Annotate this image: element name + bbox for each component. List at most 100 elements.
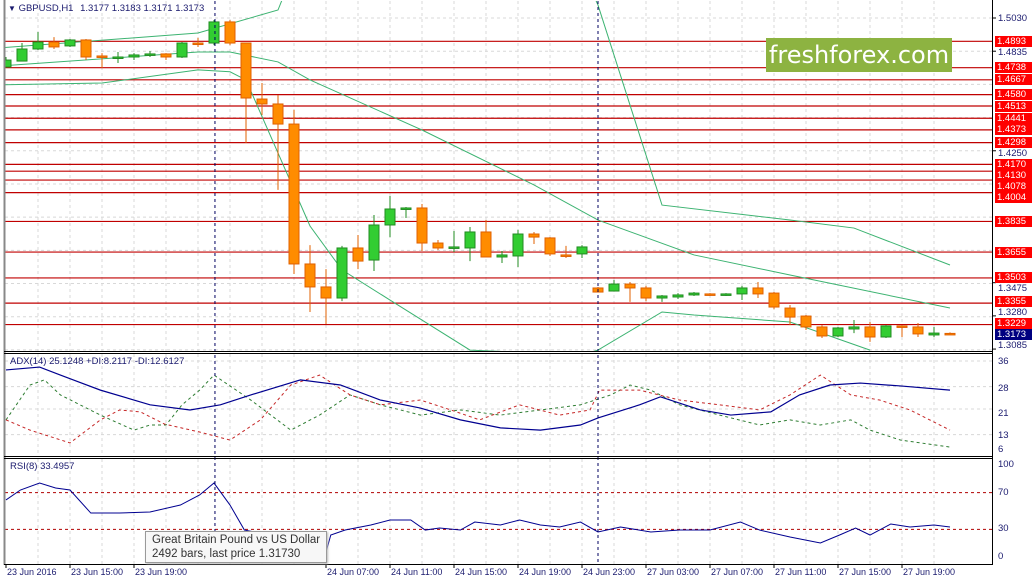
bearish-candle (624, 283, 636, 289)
bearish-candle (816, 326, 828, 337)
bearish-candle (96, 55, 108, 58)
bollinger-upper (5, 1, 951, 266)
bearish-candle (528, 233, 540, 238)
level-price-label: 1.3835 (995, 215, 1032, 227)
bullish-candle (832, 327, 844, 337)
rsi-scale-label: 30 (998, 523, 1009, 535)
bullish-candle (496, 254, 508, 258)
price-tick-label: 1.4250 (998, 148, 1028, 160)
level-price-label: 1.4373 (995, 124, 1032, 136)
bullish-candle (608, 283, 620, 292)
bearish-candle (912, 326, 924, 335)
adx-scale-label: 6 (998, 444, 1004, 455)
symbol-label: GBPUSD,H1 (18, 3, 74, 14)
time-axis-label: 24 Jun 15:00 (455, 567, 508, 577)
bullish-candle (208, 21, 220, 44)
bullish-candle (656, 295, 668, 299)
adx-scale-label: 28 (998, 383, 1009, 394)
bullish-candle (128, 54, 140, 58)
adx-label: ADX(14) 25.1248 +DI:8.2117 -DI:12.6127 (10, 356, 185, 367)
freshforex-logo: freshforex.com (766, 38, 952, 72)
bearish-candle (80, 39, 92, 58)
bearish-candle (800, 315, 812, 328)
level-price-label: 1.4580 (995, 89, 1032, 101)
time-axis-label: 23 Jun 2016 (7, 567, 57, 577)
bearish-candle (288, 123, 300, 265)
chart-header: ▼ GBPUSD,H1 1.3177 1.3183 1.3171 1.3173 (8, 3, 204, 14)
bullish-candle (720, 293, 732, 296)
level-price-label: 1.3503 (995, 272, 1032, 284)
bearish-candle (304, 263, 316, 288)
level-price-label: 1.3655 (995, 246, 1032, 258)
day-separators (214, 1, 599, 564)
level-price-label: 1.4004 (995, 192, 1032, 204)
ohlc-values: 1.3177 1.3183 1.3171 1.3173 (80, 3, 205, 14)
time-axis-label: 27 Jun 11:00 (775, 567, 827, 577)
bullish-candle (688, 292, 700, 296)
time-axis-label: 24 Jun 19:00 (519, 567, 572, 577)
candlesticks (5, 20, 956, 342)
adx-line (5, 366, 951, 431)
minus-di-line (5, 374, 951, 444)
adx-scale-label: 13 (998, 430, 1009, 441)
symbol-menu-arrow-icon[interactable]: ▼ (8, 4, 16, 13)
bearish-candle (784, 307, 796, 318)
rsi-scale-label: 0 (998, 551, 1004, 562)
bullish-candle (5, 59, 12, 68)
axis-ticks (5, 17, 996, 568)
bearish-candle (416, 207, 428, 244)
bullish-candle (32, 41, 44, 50)
rsi-label: RSI(8) 33.4957 (10, 461, 75, 472)
adx-scale-label: 36 (998, 356, 1009, 367)
bullish-candle (464, 231, 476, 249)
bullish-candle (112, 56, 124, 59)
bullish-candle (64, 39, 76, 47)
bearish-candle (352, 247, 364, 262)
bullish-candle (448, 246, 460, 249)
tooltip-title: Great Britain Pound vs US Dollar (152, 534, 321, 546)
bullish-candle (736, 287, 748, 295)
bullish-candle (368, 224, 380, 261)
adx-scale-label: 21 (998, 408, 1009, 419)
bullish-candle (880, 325, 892, 338)
bearish-candle (560, 254, 572, 257)
bullish-candle (176, 42, 188, 58)
level-price-label: 1.4170 (995, 159, 1032, 171)
bearish-candle (48, 41, 60, 48)
bullish-candle (16, 48, 28, 62)
level-price-label: 1.4893 (995, 35, 1032, 47)
rsi-scale-label: 70 (998, 486, 1009, 498)
bearish-candle (256, 98, 268, 105)
level-price-label: 1.4738 (995, 62, 1032, 74)
bearish-candle (896, 325, 908, 328)
bullish-candle (336, 247, 348, 299)
bearish-candle (160, 53, 172, 58)
price-tick-label: 1.4835 (998, 46, 1028, 58)
bollinger-middle (5, 51, 951, 309)
bearish-candle (272, 103, 284, 125)
bearish-candle (944, 332, 956, 336)
price-tick-label: 1.3475 (998, 283, 1028, 295)
bearish-candle (320, 286, 332, 299)
bollinger-lower (5, 69, 871, 351)
bearish-candle (224, 21, 236, 44)
bullish-candle (848, 326, 860, 330)
time-axis-label: 23 Jun 19:00 (135, 567, 188, 577)
bullish-candle (384, 208, 396, 226)
price-tick-label: 1.3280 (998, 307, 1028, 318)
adx-indicator (5, 366, 951, 448)
bearish-candle (192, 42, 204, 46)
symbol-tooltip: Great Britain Pound vs US Dollar 2492 ba… (145, 531, 328, 563)
bearish-candle (752, 287, 764, 295)
level-price-label: 1.3355 (995, 296, 1032, 307)
plus-di-line (5, 374, 951, 448)
level-price-label: 1.4513 (995, 100, 1032, 112)
bullish-candle (512, 233, 524, 257)
time-axis-label: 24 Jun 11:00 (391, 567, 443, 577)
level-price-label: 1.4078 (995, 181, 1032, 193)
bullish-candle (672, 294, 684, 298)
level-price-label: 1.4298 (995, 137, 1032, 149)
level-price-label: 1.3229 (995, 318, 1032, 329)
bullish-candle (576, 246, 588, 255)
